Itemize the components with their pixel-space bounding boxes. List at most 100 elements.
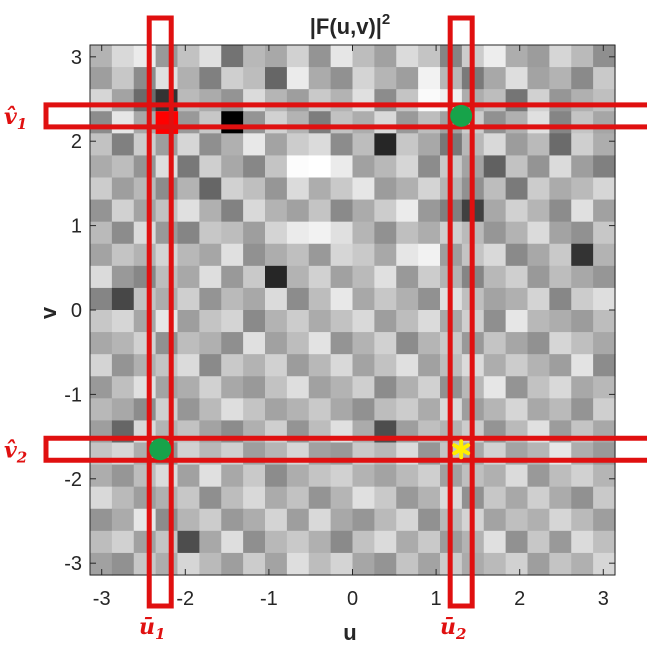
heatmap-cell: [505, 89, 529, 112]
y-tick-label: 2: [71, 131, 82, 153]
heatmap-cell: [155, 133, 179, 157]
heatmap-cell: [177, 221, 200, 245]
heatmap-cell: [418, 155, 441, 179]
heatmap-cell: [374, 287, 397, 311]
heatmap-cell: [505, 265, 529, 289]
heatmap-cell: [374, 508, 397, 532]
heatmap-cell: [396, 354, 419, 377]
heatmap-cell: [308, 265, 332, 289]
heatmap-cell: [243, 177, 266, 201]
heatmap-cell: [593, 221, 616, 245]
heatmap-cell: [549, 398, 572, 422]
heatmap-cell: [133, 508, 157, 532]
heatmap-cell: [177, 530, 200, 554]
heatmap-cell: [330, 530, 354, 554]
heatmap-cell: [286, 199, 310, 223]
heatmap-cell: [593, 376, 616, 399]
heatmap-cell: [483, 332, 507, 355]
heatmap-cell: [483, 177, 507, 201]
heatmap-cell: [483, 398, 507, 422]
heatmap-cell: [483, 508, 507, 532]
heatmap-cell: [593, 354, 616, 377]
heatmap-cell: [286, 354, 310, 377]
heatmap-cell: [396, 199, 419, 223]
heatmap-cell: [111, 133, 135, 157]
heatmap-cell: [90, 155, 113, 179]
heatmap-cell: [243, 89, 266, 112]
heatmap-cell: [549, 486, 572, 510]
heatmap-cell: [352, 310, 375, 333]
heatmap-cell: [527, 530, 550, 554]
heatmap-cell: [396, 332, 419, 355]
heatmap-cell: [549, 45, 572, 68]
heatmap-cell: [330, 243, 354, 267]
heatmap-cell: [111, 177, 135, 201]
heatmap-cell: [133, 243, 157, 267]
heatmap-cell: [308, 155, 332, 179]
heatmap-cell: [374, 486, 397, 510]
heatmap-cell: [505, 243, 529, 267]
heatmap-cell: [243, 332, 266, 355]
heatmap-cell: [111, 199, 135, 223]
heatmap-cell: [308, 332, 332, 355]
heatmap-cell: [243, 287, 266, 311]
heatmap-cell: [177, 332, 200, 355]
heatmap-cell: [330, 111, 354, 134]
heatmap-cell: [177, 155, 200, 179]
heatmap-cell: [330, 199, 354, 223]
heatmap-cell: [243, 199, 266, 223]
heatmap-cell: [527, 332, 550, 355]
heatmap-cell: [527, 464, 550, 488]
heatmap-cell: [571, 464, 594, 488]
heatmap-cell: [483, 354, 507, 377]
heatmap-cell: [352, 243, 375, 267]
heatmap-cell: [243, 111, 266, 134]
heatmap-cell: [418, 177, 441, 201]
heatmap-cell: [265, 508, 288, 532]
heatmap-cell: [111, 508, 135, 532]
heatmap-cell: [571, 508, 594, 532]
heatmap-cell: [549, 199, 572, 223]
x-tick-label: -2: [176, 588, 194, 610]
heatmap-cell: [505, 310, 529, 333]
heatmap-cell: [549, 133, 572, 157]
heatmap-cell: [199, 354, 222, 377]
heatmap-cell: [177, 133, 200, 157]
heatmap-cell: [199, 111, 222, 134]
heatmap-cell: [265, 133, 288, 157]
heatmap-cell: [155, 199, 179, 223]
heatmap-cell: [243, 508, 266, 532]
heatmap-cell: [571, 310, 594, 333]
heatmap-cell: [418, 464, 441, 488]
heatmap-cell: [133, 310, 157, 333]
heatmap-cell: [505, 221, 529, 245]
heatmap-cell: [549, 354, 572, 377]
heatmap-cell: [286, 89, 310, 112]
heatmap-cell: [505, 177, 529, 201]
heatmap-cell: [330, 486, 354, 510]
heatmap-cell: [527, 111, 550, 134]
heatmap-cell: [286, 398, 310, 422]
heatmap-cell: [308, 376, 332, 399]
y-tick-label: 0: [71, 300, 82, 322]
heatmap-cell: [483, 265, 507, 289]
heatmap-cell: [396, 111, 419, 134]
heatmap-cell: [90, 45, 113, 68]
heatmap-cell: [308, 133, 332, 157]
heatmap-cell: [243, 310, 266, 333]
y-tick-label: -3: [64, 553, 82, 575]
heatmap-cell: [374, 45, 397, 68]
heatmap-cell: [374, 243, 397, 267]
heatmap-cell: [505, 486, 529, 510]
heatmap-cell: [527, 310, 550, 333]
heatmap-cell: [483, 45, 507, 68]
heatmap-cell: [549, 376, 572, 399]
heatmap-cell: [111, 287, 135, 311]
heatmap-cell: [352, 199, 375, 223]
heatmap-cell: [286, 265, 310, 289]
heatmap-cell: [199, 177, 222, 201]
heatmap-cell: [90, 310, 113, 333]
heatmap-cell: [308, 45, 332, 68]
heatmap-cell: [418, 199, 441, 223]
heatmap-cell: [199, 199, 222, 223]
